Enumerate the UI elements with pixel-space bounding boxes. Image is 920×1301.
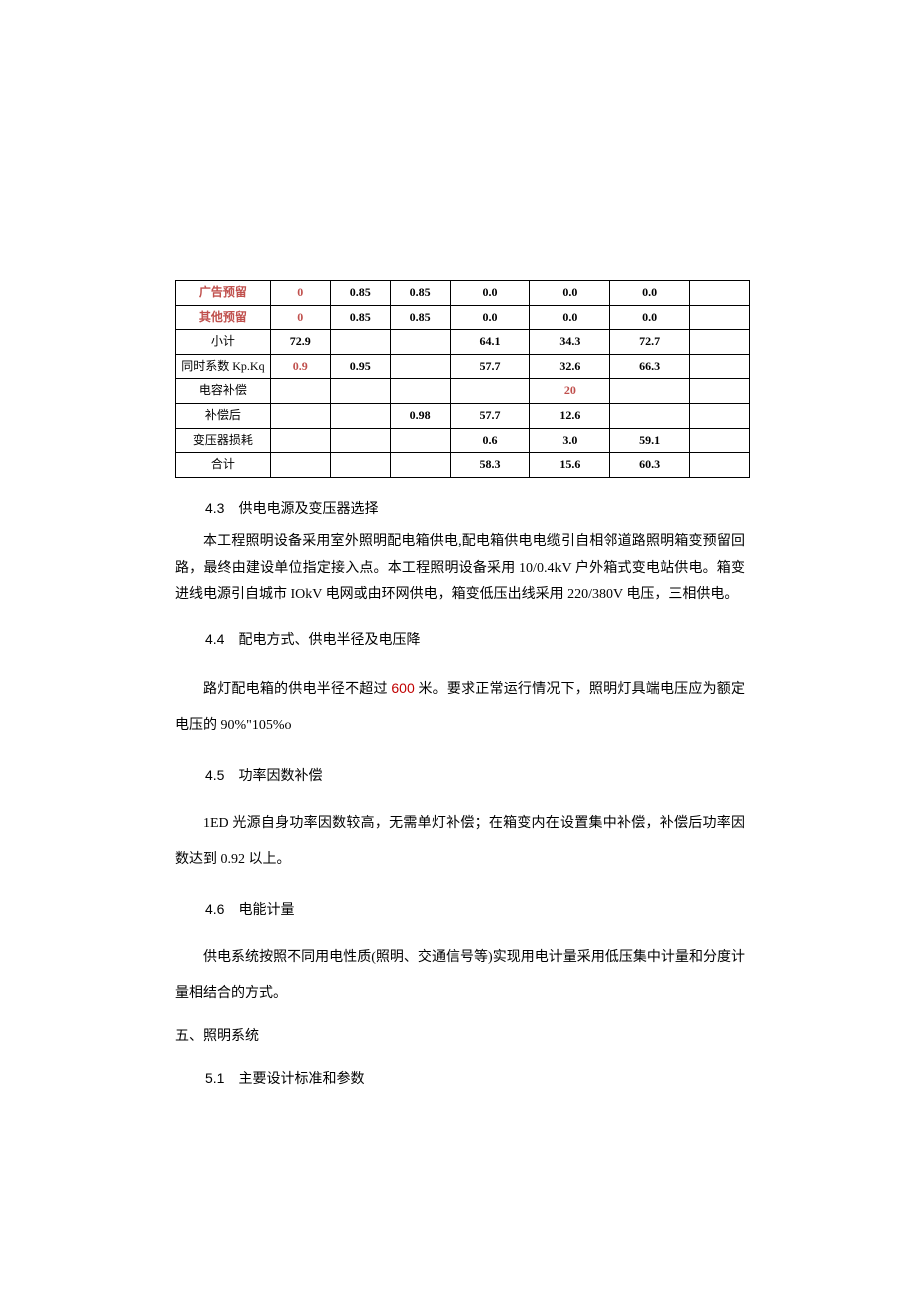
section-4-6-heading: 4.6 电能计量 [205, 897, 745, 922]
calculation-table: 广告预留00.850.850.00.00.0其他预留00.850.850.00.… [175, 280, 750, 478]
table-cell [270, 403, 330, 428]
table-cell [690, 453, 750, 478]
table-row: 广告预留00.850.850.00.00.0 [176, 281, 750, 306]
table-cell [690, 281, 750, 306]
table-cell [330, 428, 390, 453]
table-row: 其他预留00.850.850.00.00.0 [176, 305, 750, 330]
table-cell: 0.6 [450, 428, 530, 453]
table-cell: 0.85 [330, 281, 390, 306]
table-cell [610, 379, 690, 404]
table-cell: 72.9 [270, 330, 330, 355]
table-cell: 57.7 [450, 354, 530, 379]
table-cell: 小计 [176, 330, 271, 355]
table-row: 同时系数 Kp.Kq0.90.95 57.732.666.3 [176, 354, 750, 379]
section-5-1-heading: 5.1 主要设计标准和参数 [205, 1066, 745, 1091]
table-cell: 0.95 [330, 354, 390, 379]
table-cell: 58.3 [450, 453, 530, 478]
table-cell: 72.7 [610, 330, 690, 355]
table-cell: 0.98 [390, 403, 450, 428]
table-cell: 其他预留 [176, 305, 271, 330]
table-cell [390, 354, 450, 379]
section-4-5-body: 1ED 光源自身功率因数较高，无需单灯补偿；在箱变内在设置集中补偿，补偿后功率因… [175, 806, 745, 879]
table-cell: 0.85 [330, 305, 390, 330]
table-cell: 0.0 [450, 305, 530, 330]
section-4-4-heading: 4.4 配电方式、供电半径及电压降 [205, 627, 745, 652]
table-cell: 0.85 [390, 281, 450, 306]
section-4-4-body: 路灯配电箱的供电半径不超过 600 米。要求正常运行情况下，照明灯具端电压应为额… [175, 670, 745, 745]
table-cell [270, 379, 330, 404]
table-cell [690, 403, 750, 428]
table-cell: 64.1 [450, 330, 530, 355]
table-cell: 0.0 [530, 305, 610, 330]
table-cell: 3.0 [530, 428, 610, 453]
table-row: 小计72.9 64.134.372.7 [176, 330, 750, 355]
section-4-6-body: 供电系统按照不同用电性质(照明、交通信号等)实现用电计量采用低压集中计量和分度计… [175, 940, 745, 1013]
table-cell [330, 403, 390, 428]
table-cell: 同时系数 Kp.Kq [176, 354, 271, 379]
section-4-3-body: 本工程照明设备采用室外照明配电箱供电,配电箱供电电缆引自相邻道路照明箱变预留回路… [175, 529, 745, 609]
table-cell [610, 403, 690, 428]
section-4-4-number: 600 [391, 680, 414, 696]
table-cell: 0.85 [390, 305, 450, 330]
chapter-5-heading: 五、照明系统 [175, 1023, 745, 1048]
table-cell [690, 305, 750, 330]
table-cell: 0.0 [450, 281, 530, 306]
table-cell [690, 330, 750, 355]
table-cell: 0.9 [270, 354, 330, 379]
table-cell: 20 [530, 379, 610, 404]
table-cell [270, 428, 330, 453]
table-cell [330, 330, 390, 355]
table-cell: 电容补偿 [176, 379, 271, 404]
table-row: 变压器损耗 0.63.059.1 [176, 428, 750, 453]
section-4-5-heading: 4.5 功率因数补偿 [205, 763, 745, 788]
table-cell [270, 453, 330, 478]
table-cell: 57.7 [450, 403, 530, 428]
table-cell [390, 428, 450, 453]
table-cell: 15.6 [530, 453, 610, 478]
table-cell [330, 453, 390, 478]
table-cell [690, 379, 750, 404]
table-cell: 59.1 [610, 428, 690, 453]
table-cell: 60.3 [610, 453, 690, 478]
table-cell: 12.6 [530, 403, 610, 428]
table-cell: 66.3 [610, 354, 690, 379]
table-cell: 0.0 [610, 305, 690, 330]
table-cell [690, 428, 750, 453]
table-cell [690, 354, 750, 379]
table-row: 合计 58.315.660.3 [176, 453, 750, 478]
table-row: 电容补偿 20 [176, 379, 750, 404]
table-cell: 34.3 [530, 330, 610, 355]
table-cell [330, 379, 390, 404]
section-4-3-heading: 4.3 供电电源及变压器选择 [205, 496, 745, 521]
table-cell [390, 330, 450, 355]
table-cell: 广告预留 [176, 281, 271, 306]
table-cell [390, 453, 450, 478]
table-cell [450, 379, 530, 404]
table-cell: 0.0 [530, 281, 610, 306]
table-cell: 0.0 [610, 281, 690, 306]
table-cell: 0 [270, 305, 330, 330]
section-4-4-text-a: 路灯配电箱的供电半径不超过 [203, 682, 391, 697]
table-cell: 补偿后 [176, 403, 271, 428]
table-cell: 变压器损耗 [176, 428, 271, 453]
table-cell: 0 [270, 281, 330, 306]
table-row: 补偿后 0.9857.712.6 [176, 403, 750, 428]
table-cell [390, 379, 450, 404]
table-cell: 32.6 [530, 354, 610, 379]
table-cell: 合计 [176, 453, 271, 478]
